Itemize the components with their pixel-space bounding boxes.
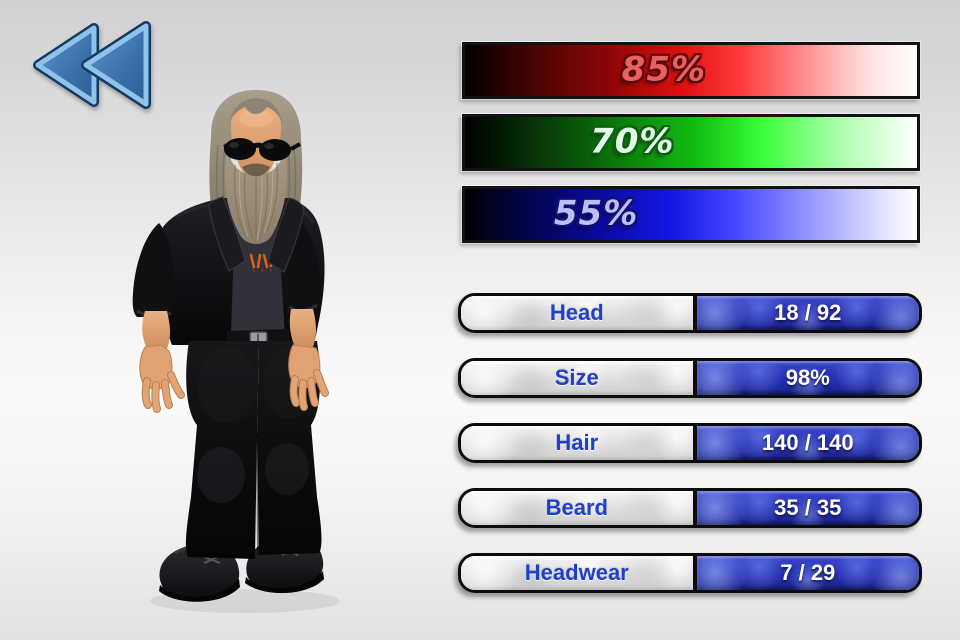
attribute-label: Size xyxy=(554,365,599,390)
attribute-row-hair[interactable]: Hair 140 / 140 xyxy=(458,423,922,463)
attribute-label-cell: Hair xyxy=(461,426,693,460)
red-color-slider[interactable]: 85% xyxy=(462,42,920,99)
attribute-value-cell: 35 / 35 xyxy=(692,491,919,525)
attribute-label: Headwear xyxy=(524,560,629,585)
attribute-value-cell: 98% xyxy=(692,361,919,395)
sunglasses xyxy=(223,138,301,161)
attribute-value-cell: 7 / 29 xyxy=(692,556,919,590)
red-percent-label: 85% xyxy=(621,48,707,89)
green-color-slider[interactable]: 70% xyxy=(462,114,920,171)
back-button[interactable] xyxy=(30,18,154,112)
blue-color-slider[interactable]: 55% xyxy=(462,186,920,243)
right-hand xyxy=(288,309,329,411)
attribute-label-cell: Head xyxy=(461,296,693,330)
attribute-label: Beard xyxy=(545,495,608,520)
mustache xyxy=(242,163,270,177)
double-chevron-left-icon xyxy=(33,21,151,109)
attribute-value: 18 / 92 xyxy=(774,300,842,325)
left-hand xyxy=(139,311,185,413)
character-model-preview xyxy=(105,85,355,625)
attribute-row-beard[interactable]: Beard 35 / 35 xyxy=(458,488,922,528)
blue-percent-label: 55% xyxy=(553,192,639,233)
attribute-rows: Head 18 / 92 Size 98% Hair 140 / 140 B xyxy=(458,293,922,618)
attribute-label-cell: Size xyxy=(461,361,693,395)
attribute-label: Hair xyxy=(555,430,599,455)
attribute-row-headwear[interactable]: Headwear 7 / 29 xyxy=(458,553,922,593)
pants xyxy=(185,341,322,559)
attribute-value-cell: 18 / 92 xyxy=(692,296,919,330)
attribute-label: Head xyxy=(549,300,604,325)
attribute-row-size[interactable]: Size 98% xyxy=(458,358,922,398)
color-sliders: 85% 70% 55% xyxy=(462,42,920,258)
attribute-row-head[interactable]: Head 18 / 92 xyxy=(458,293,922,333)
green-percent-label: 70% xyxy=(590,120,675,161)
attribute-value: 7 / 29 xyxy=(780,560,836,585)
left-sleeve xyxy=(132,223,175,317)
attribute-value-cell: 140 / 140 xyxy=(692,426,919,460)
attribute-value: 98% xyxy=(785,365,830,390)
attribute-label-cell: Beard xyxy=(461,491,693,525)
attribute-label-cell: Headwear xyxy=(461,556,693,590)
attribute-value: 35 / 35 xyxy=(774,495,842,520)
attribute-value: 140 / 140 xyxy=(761,430,854,455)
